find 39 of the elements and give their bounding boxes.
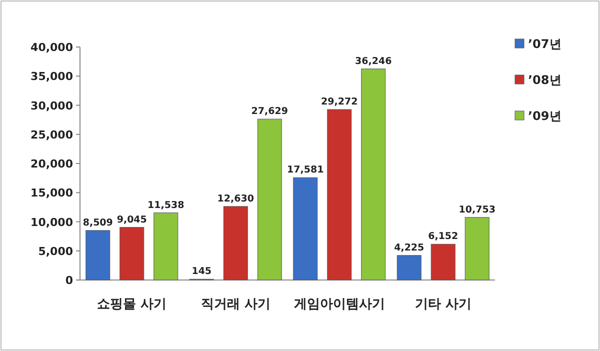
x-tick-label: 직거래 사기 <box>200 297 270 312</box>
bar <box>430 244 456 280</box>
legend-label: ’07년 <box>528 37 562 51</box>
bar <box>120 227 144 280</box>
data-label: 36,246 <box>355 56 392 67</box>
data-label: 6,152 <box>428 231 458 242</box>
legend-label: ’09년 <box>528 109 562 123</box>
bar <box>361 68 386 280</box>
y-tick-label: 20,000 <box>30 158 74 170</box>
y-tick-label: 15,000 <box>30 186 74 200</box>
data-label: 29,272 <box>321 96 358 108</box>
data-label: 9,045 <box>116 214 147 226</box>
data-label: 11,538 <box>148 200 185 211</box>
bar <box>223 206 248 280</box>
bar <box>396 255 422 280</box>
y-tick-label: 5,000 <box>38 244 74 258</box>
x-tick-label: 쇼핑몰 사기 <box>97 297 167 312</box>
bar <box>293 177 318 280</box>
y-tick-label: 0 <box>65 274 74 287</box>
data-label: 8,509 <box>82 217 113 228</box>
y-tick-label: 10,000 <box>30 216 74 229</box>
bar <box>86 230 110 280</box>
y-tick-label: 40,000 <box>30 41 74 54</box>
y-tick-label: 35,000 <box>30 70 74 84</box>
y-tick-label: 30,000 <box>30 99 74 112</box>
data-label: 10,753 <box>458 204 496 216</box>
bar <box>257 118 282 280</box>
x-tick-label: 기타 사기 <box>414 297 472 312</box>
data-label: 27,629 <box>251 106 288 118</box>
data-label: 145 <box>192 266 212 278</box>
bar <box>464 217 490 280</box>
legend-label: ’08년 <box>528 73 562 87</box>
x-tick-label: 게임아이템사기 <box>294 297 385 312</box>
bar <box>327 109 352 280</box>
y-tick-label: 25,000 <box>30 128 74 142</box>
data-label: 4,225 <box>394 242 424 254</box>
data-label: 12,630 <box>217 193 254 204</box>
bar <box>154 212 178 280</box>
data-label: 17,581 <box>287 164 324 176</box>
